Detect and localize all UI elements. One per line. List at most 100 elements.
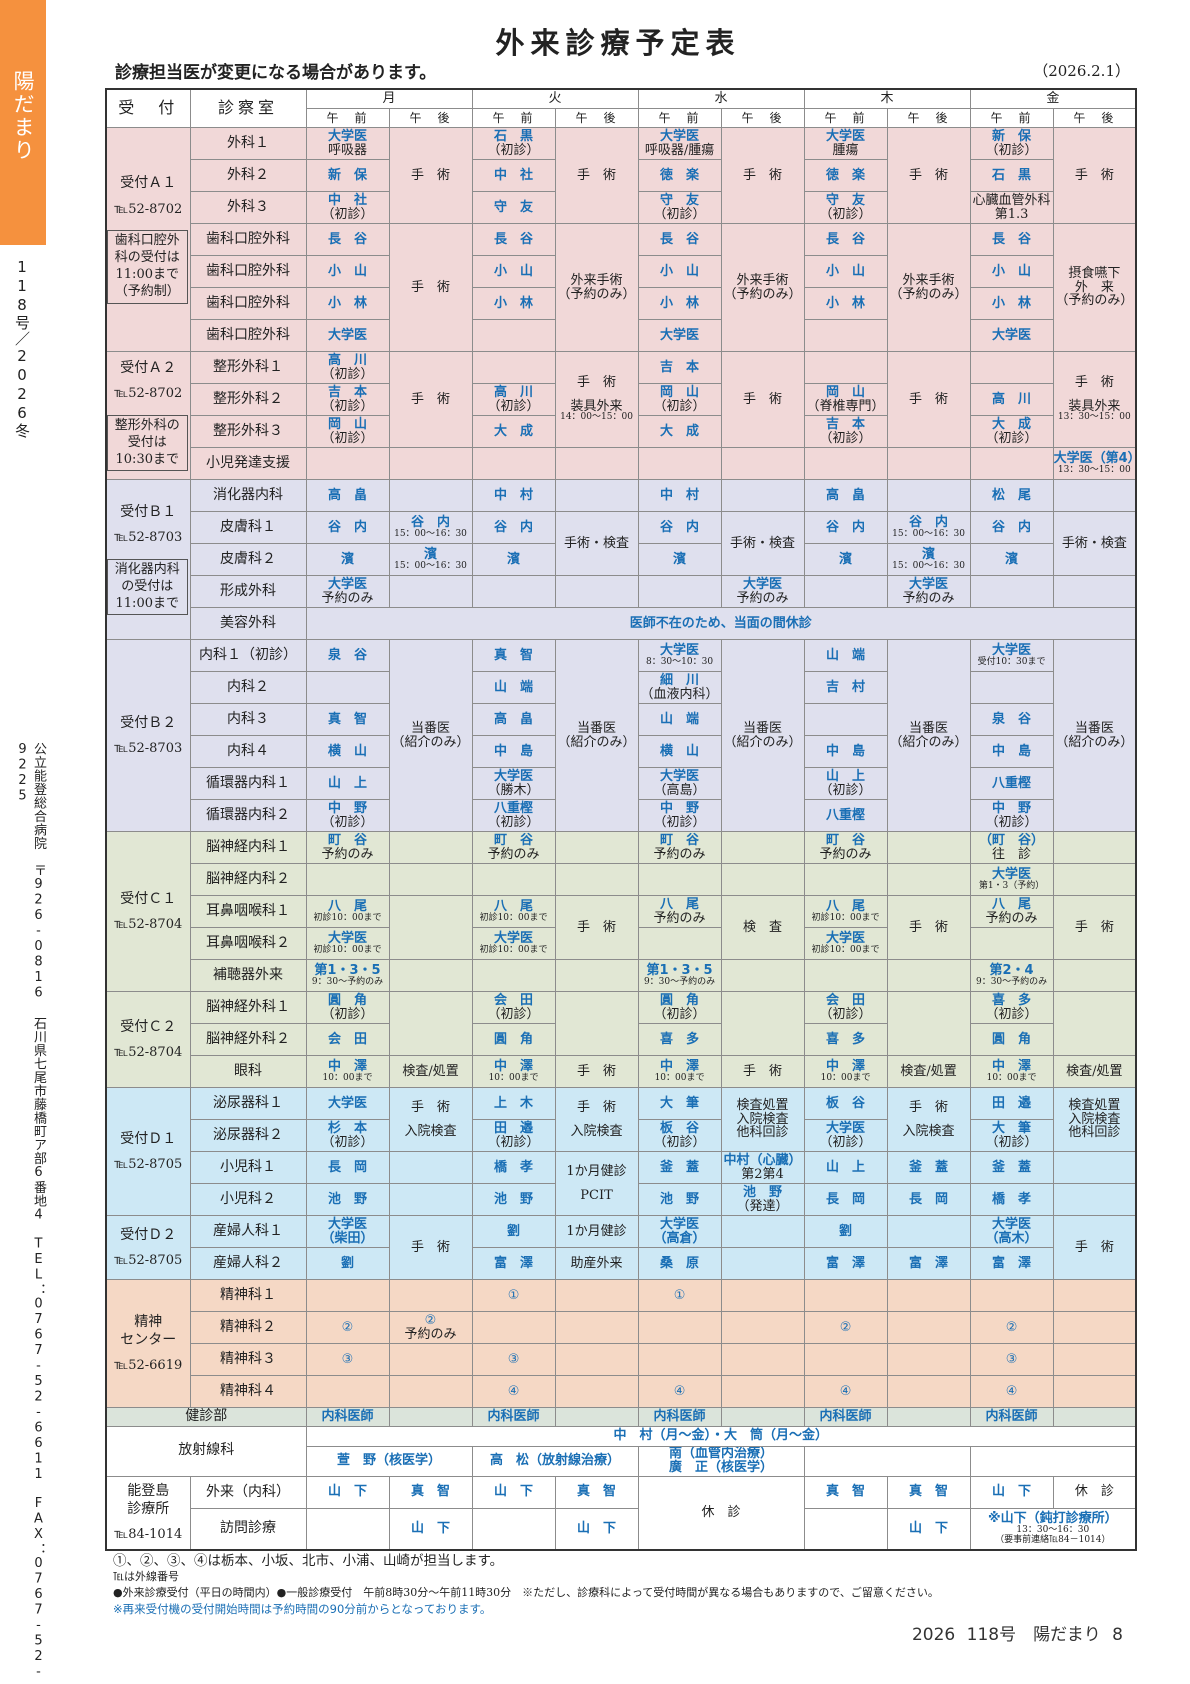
schedule-cell: 検査/処置 xyxy=(886,1055,971,1088)
schedule-cell: 大学医 （初診） xyxy=(803,1119,888,1152)
schedule-cell: 大学医 8：30～10：30 xyxy=(637,639,722,672)
schedule-cell: 手 術 xyxy=(388,223,473,352)
doctor-name: 釜 蓋 xyxy=(660,1159,700,1175)
schedule-cell xyxy=(388,991,473,1056)
schedule-cell: 大学医（第4） 13：30～15：00 xyxy=(1052,447,1137,480)
schedule-cell: 中 澤 10：00まで xyxy=(637,1055,722,1088)
cell-text: 手 術 xyxy=(743,391,783,407)
spacer xyxy=(390,1115,471,1125)
schedule-cell: 手 術装具外来 13：30～15：00 xyxy=(1052,351,1137,448)
table-row: 受付Ｄ１ ℡52-8705 泌尿器科１ 大学医手 術入院検査上 木手 術入院検査大 筆… xyxy=(105,1087,1137,1216)
doctor-name: 吉 本 xyxy=(660,359,700,375)
cell-text: 手 術 xyxy=(577,375,617,391)
cell-text: （予約のみ） xyxy=(889,286,968,302)
doctor-name: 徳 楽 xyxy=(660,167,700,183)
table-row: 精神科２ ② ② 予約のみ ② ② xyxy=(106,1311,1137,1344)
doctor-name: 町 谷 xyxy=(660,832,700,848)
cell-text: 呼吸器 xyxy=(327,142,367,158)
cell-note: 10：00まで xyxy=(654,1072,705,1083)
schedule-cell: 大学医 予約のみ xyxy=(305,575,390,608)
table-row: 美容外科 医師不在のため、当面の間休診 xyxy=(106,607,1137,640)
schedule-cell: 田 邉 xyxy=(969,1087,1054,1120)
hospital-address: 公立能登総合病院 〒926-0816 石川県七尾市藤橋町ア部6番地4 TEL：0… xyxy=(15,742,46,1680)
room-name: 小児科１ xyxy=(189,1151,307,1184)
schedule-cell: 釜 蓋 xyxy=(637,1151,722,1184)
doctor-name: 山 上 xyxy=(327,775,367,791)
spacer xyxy=(556,1179,637,1189)
schedule-cell: 八重樫 xyxy=(969,767,1054,800)
schedule-cell xyxy=(388,1151,473,1184)
schedule-cell: 守 友 xyxy=(471,191,556,224)
cell-text: （初診） xyxy=(321,398,374,414)
schedule-cell: 山 上 xyxy=(803,1151,888,1184)
cell-text: 手 術 xyxy=(577,1063,617,1079)
doctor-name: ※山下（鈍打診療所） xyxy=(988,1511,1118,1527)
schedule-cell: 長 岡 xyxy=(886,1183,971,1216)
schedule-cell: 真 智 xyxy=(388,1475,473,1509)
cell-text: 手 術 xyxy=(411,1099,451,1115)
cell-text: 予約のみ xyxy=(736,590,789,606)
doctor-name: 劉 xyxy=(340,1255,354,1271)
room-name: 外科３ xyxy=(189,191,307,224)
reception-label: 精神 センター xyxy=(120,1314,177,1348)
cell-text: 検査処置 xyxy=(1068,1098,1121,1114)
am-header: 午 前 xyxy=(471,108,556,128)
cell-text: （初診） xyxy=(321,366,374,382)
schedule-cell: （町 谷）往 診 xyxy=(969,831,1054,864)
schedule-cell: ③ xyxy=(969,1343,1054,1376)
schedule-cell: 外来手術 （予約のみ） xyxy=(720,223,805,352)
schedule-cell: 小 林 xyxy=(969,287,1054,320)
doctor-name: 八重樫 xyxy=(992,775,1032,791)
page-number: 8 xyxy=(1112,1625,1123,1645)
cell-text: 装具外来 xyxy=(1068,398,1121,414)
schedule-cell: 橋 孝 xyxy=(969,1183,1054,1216)
schedule-cell: 桑 原 xyxy=(637,1247,722,1280)
schedule-cell xyxy=(305,671,390,704)
cell-text: 外来手術 xyxy=(736,272,789,288)
staff-marker: ④ xyxy=(507,1383,520,1399)
table-row: 受付Ｂ２ ℡52-8703 内科１（初診）泉 谷当番医 （紹介のみ）真 智当番医 （紹介… xyxy=(105,639,1137,832)
cell-text: 第2第4 xyxy=(741,1166,784,1182)
cell-text: （初診） xyxy=(819,1006,872,1022)
schedule-cell: 板 谷（初診） xyxy=(637,1119,722,1152)
doctor-name: 濱 xyxy=(1005,551,1019,567)
schedule-cell: 手 術入院検査 xyxy=(886,1087,971,1152)
reception-cell: 受付Ｄ１ ℡52-8705 xyxy=(105,1087,191,1216)
doctor-name: 八 尾 xyxy=(660,896,700,912)
room-name: 形成外科 xyxy=(189,575,307,608)
room-name: 訪問診療 xyxy=(189,1507,307,1551)
cell-text: 休 診 xyxy=(1074,1484,1114,1500)
doctor-name: 喜 多 xyxy=(660,1031,700,1047)
room-name: 外来（内科） xyxy=(189,1475,307,1509)
doctor-name: 大 成 xyxy=(494,423,534,439)
schedule-cell: 高 川（初診） xyxy=(305,351,390,384)
cell-text: 手 術 xyxy=(577,167,617,183)
schedule-cell: 吉 本（初診） xyxy=(803,415,888,448)
schedule-cell: 手 術 xyxy=(886,895,971,960)
schedule-cell xyxy=(720,479,805,512)
cell-text: 外来手術 xyxy=(902,272,955,288)
doctor-name: 小 林 xyxy=(826,295,866,311)
room-name: 産婦人科２ xyxy=(189,1247,307,1280)
schedule-cell: 谷 内 xyxy=(305,511,390,544)
doctor-name: 釜 蓋 xyxy=(909,1159,949,1175)
table-row: 受付Ｄ２ ℡52-8705 産婦人科１ 大学医 （柴田）手 術劉 1か月健診 大学医 （高倉）… xyxy=(105,1215,1137,1280)
doctor-name: 山 上 xyxy=(826,768,866,784)
schedule-cell: 釜 蓋 xyxy=(969,1151,1054,1184)
cell-text: 1か月健診 xyxy=(566,1163,627,1179)
doctor-name: 守 友 xyxy=(494,199,534,215)
schedule-cell: 小 山 xyxy=(471,255,556,288)
schedule-cell xyxy=(720,447,805,480)
doctor-name: 大学医 xyxy=(327,327,367,343)
schedule-cell: 中 澤 10：00まで xyxy=(305,1055,390,1088)
schedule-cell xyxy=(886,447,971,480)
schedule-cell xyxy=(720,1247,805,1280)
note-reentry-machine: ※再来受付機の受付開始時間は予約時間の90分前からとなっております。 xyxy=(113,1602,492,1616)
cell-text: 当番医 xyxy=(411,720,451,736)
doctor-name: 池 野 xyxy=(660,1191,700,1207)
schedule-cell: 横 山 xyxy=(637,735,722,768)
schedule-cell: 中 社 xyxy=(471,159,556,192)
doctor-name: 小 山 xyxy=(660,263,700,279)
schedule-cell xyxy=(720,1215,805,1248)
page-footer: 2026 118号 陽だまり 8 xyxy=(912,1620,1123,1645)
